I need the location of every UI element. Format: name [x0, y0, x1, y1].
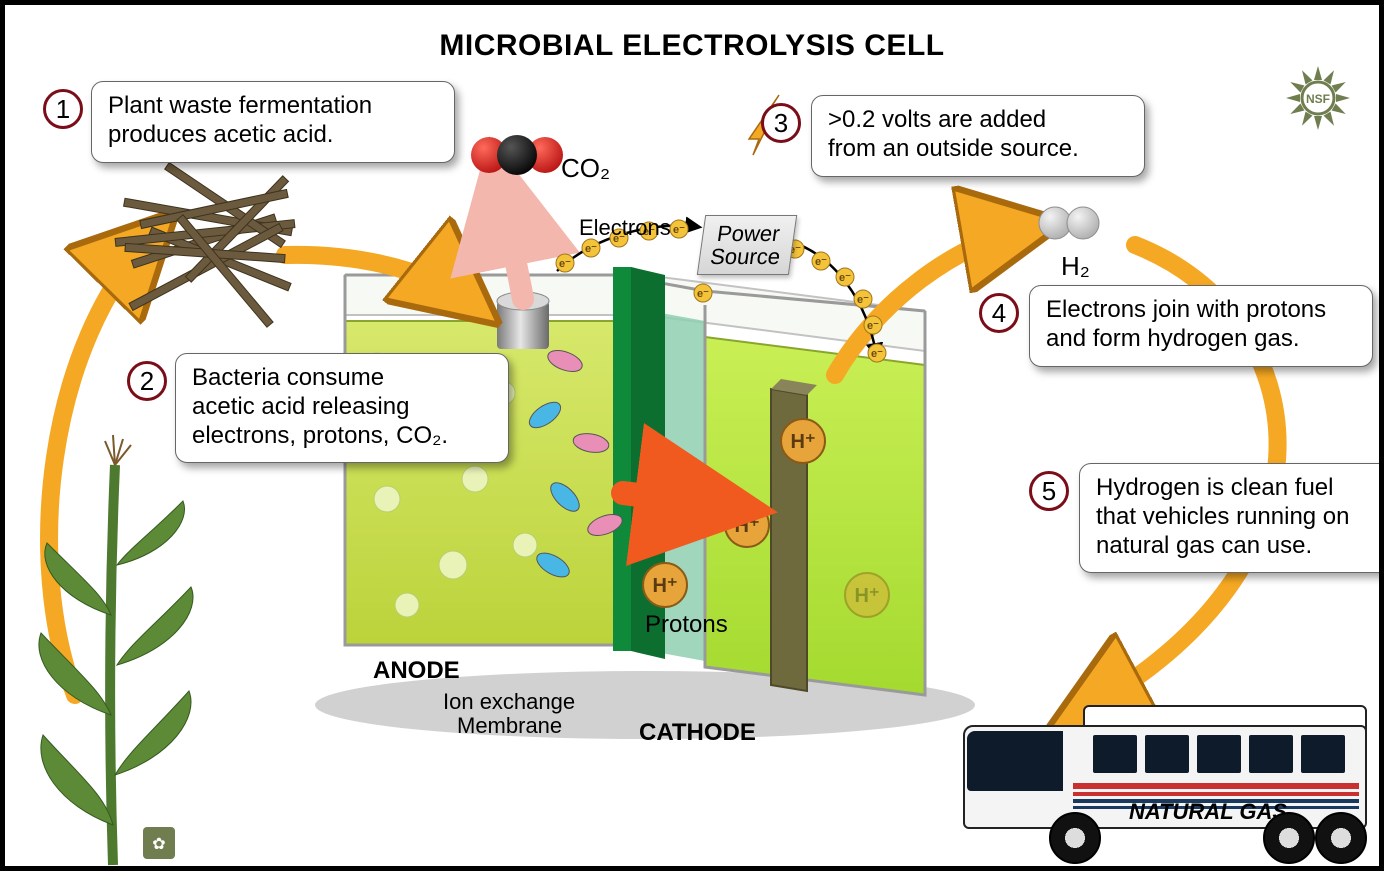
anode-electrode-icon [497, 292, 549, 349]
label-electrons: Electrons [579, 215, 671, 241]
label-membrane-1: Ion exchange [443, 689, 575, 715]
svg-text:H⁺: H⁺ [653, 575, 678, 597]
electrolysis-cell-icon: H⁺ H⁺ H⁺ H⁺ [345, 267, 925, 695]
power-source-label-2: Source [709, 244, 782, 269]
svg-text:e⁻: e⁻ [697, 288, 709, 300]
cathode-electrode-icon [771, 379, 817, 691]
natural-gas-bus-icon: NATURAL GAS [963, 705, 1363, 860]
step-callout-3: >0.2 volts are addedfrom an outside sour… [811, 95, 1145, 177]
nsf-logo-icon: NSF [1283, 63, 1353, 133]
label-anode: ANODE [373, 657, 460, 685]
diagram-frame: MICROBIAL ELECTROLYSIS CELL NSF [0, 0, 1384, 871]
step-callout-5: Hydrogen is clean fuelthat vehicles runn… [1079, 463, 1384, 573]
step-callout-4: Electrons join with protonsand form hydr… [1029, 285, 1373, 367]
svg-text:e⁻: e⁻ [839, 272, 851, 284]
label-membrane-2: Membrane [457, 713, 562, 739]
h2-molecule-icon [1039, 207, 1099, 239]
svg-text:e⁻: e⁻ [867, 320, 879, 332]
step-badge-4: 4 [979, 293, 1019, 333]
diagram-title: MICROBIAL ELECTROLYSIS CELL [5, 29, 1379, 63]
step-callout-2: Bacteria consumeacetic acid releasingele… [175, 353, 509, 463]
label-cathode: CATHODE [639, 719, 756, 747]
plant-waste-icon [115, 163, 295, 328]
svg-text:e⁻: e⁻ [559, 258, 571, 270]
svg-text:e⁻: e⁻ [857, 294, 869, 306]
step-badge-1: 1 [43, 89, 83, 129]
label-co2: CO₂ [561, 153, 610, 184]
svg-text:H⁺: H⁺ [791, 431, 816, 453]
svg-text:✿: ✿ [152, 836, 165, 853]
step-badge-2: 2 [127, 361, 167, 401]
step-badge-5: 5 [1029, 471, 1069, 511]
co2-molecule-icon [471, 135, 563, 175]
svg-text:H⁺: H⁺ [855, 585, 880, 607]
corn-plant-icon [39, 435, 193, 865]
svg-text:H⁺: H⁺ [735, 515, 760, 537]
svg-text:e⁻: e⁻ [585, 243, 597, 255]
label-h2: H₂ [1061, 251, 1090, 282]
power-source-label-1: Power [716, 221, 782, 246]
step-badge-3: 3 [761, 103, 801, 143]
svg-text:e⁻: e⁻ [673, 224, 685, 236]
label-protons: Protons [645, 611, 728, 639]
svg-text:e⁻: e⁻ [815, 256, 827, 268]
power-source-box: Power Source [697, 215, 797, 275]
svg-text:e⁻: e⁻ [871, 348, 883, 360]
step-callout-1: Plant waste fermentationproduces acetic … [91, 81, 455, 163]
nsf-logo-text: NSF [1306, 92, 1330, 106]
